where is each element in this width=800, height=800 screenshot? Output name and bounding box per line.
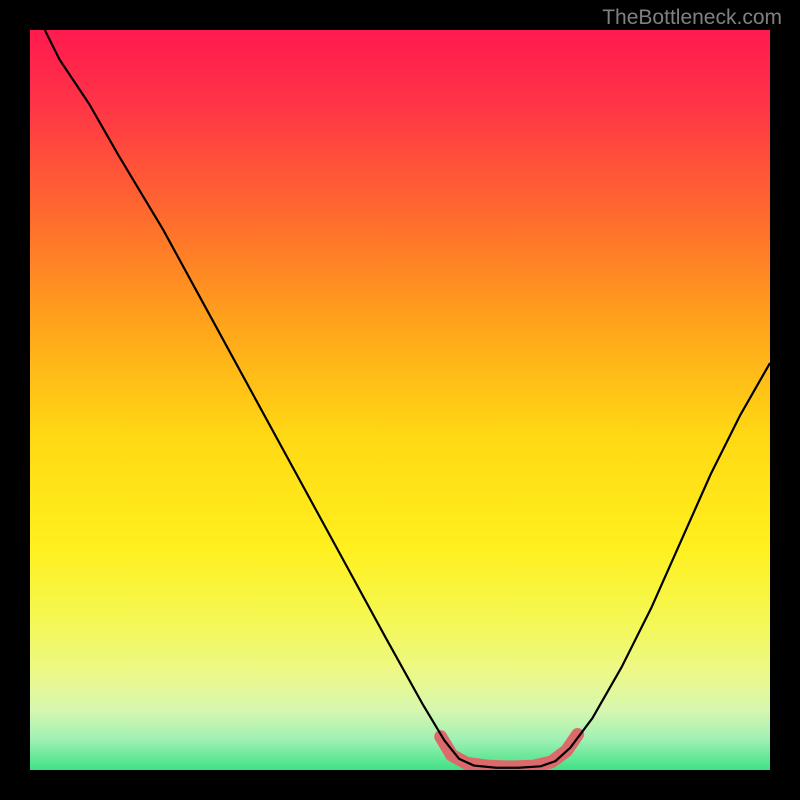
plot-svg: [30, 30, 770, 770]
plot-area: [30, 30, 770, 770]
gradient-background: [30, 30, 770, 770]
watermark-text: TheBottleneck.com: [602, 6, 782, 30]
chart-frame: TheBottleneck.com: [0, 0, 800, 800]
